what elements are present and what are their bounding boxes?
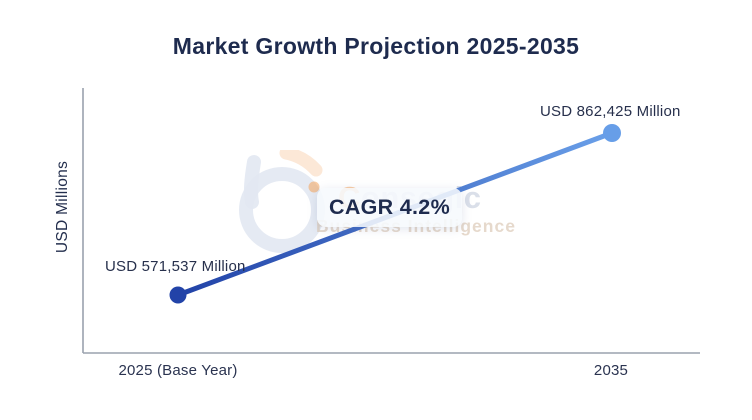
value-label-2025: USD 571,537 Million <box>105 258 246 275</box>
x-tick-2035: 2035 <box>593 362 629 379</box>
x-tick-2025: 2025 (Base Year) <box>118 362 238 379</box>
cagr-annotation-text: CAGR 4.2% <box>329 195 450 219</box>
data-point-2035 <box>603 124 621 142</box>
value-label-2035: USD 862,425 Million <box>540 103 681 120</box>
cagr-annotation-chip: CAGR 4.2% <box>317 188 462 227</box>
data-point-2025 <box>169 286 187 304</box>
chart-title: Market Growth Projection 2025-2035 <box>172 33 580 59</box>
